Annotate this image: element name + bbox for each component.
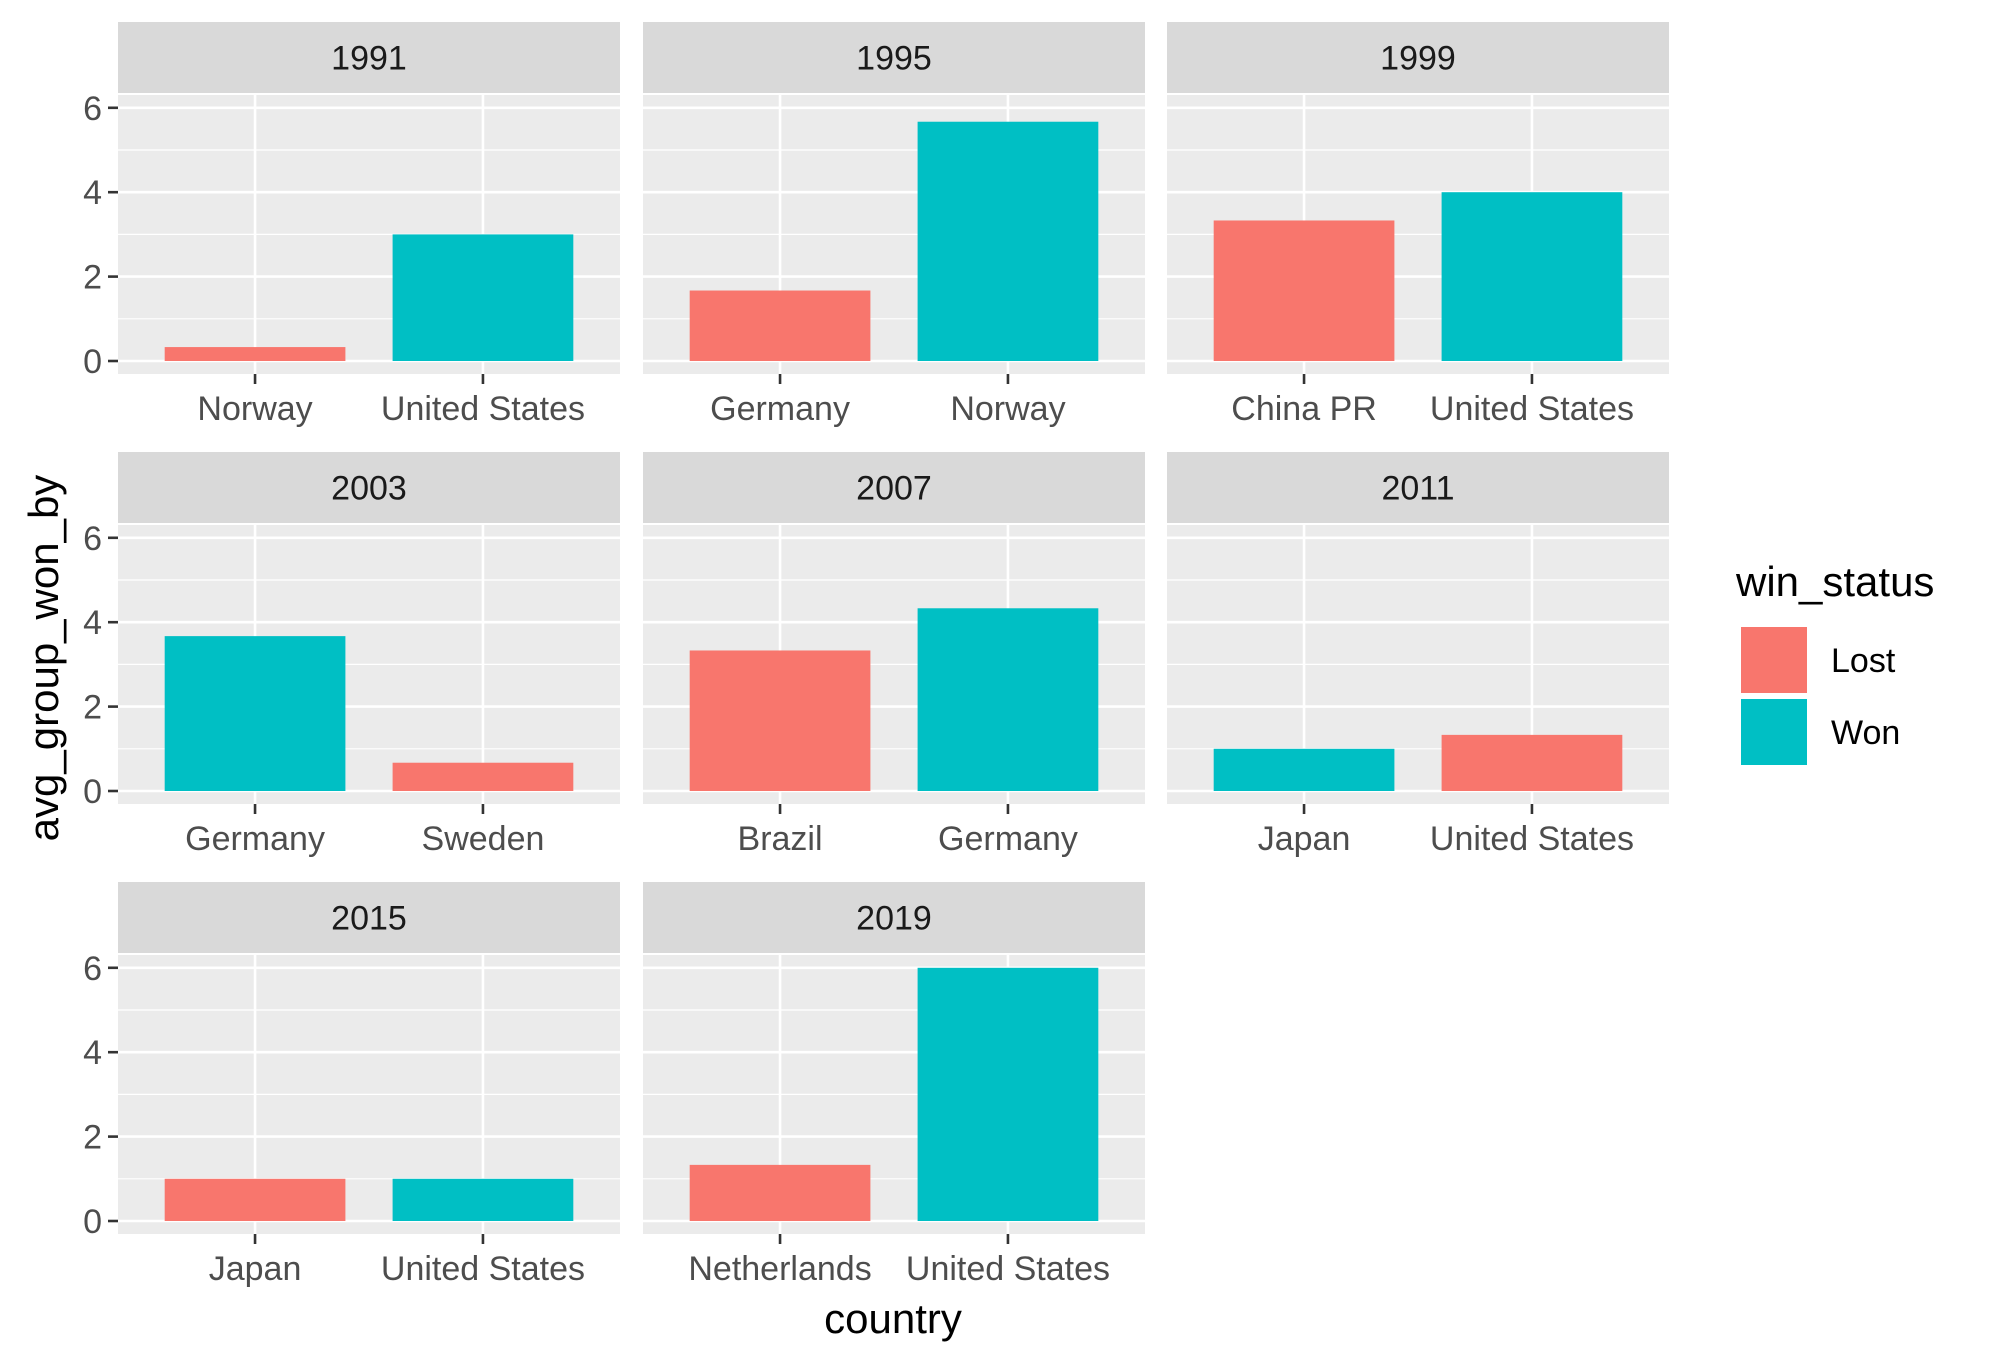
- facet-panel-2003: 2003 Germany Sweden 0 2 4 6: [83, 452, 620, 858]
- facet-strip: [1167, 452, 1669, 523]
- facet-label: 1991: [331, 40, 407, 78]
- x-tick-label: United States: [381, 390, 585, 428]
- bar-china-pr: [1213, 220, 1395, 361]
- facet-panel-1991: 1991 Norway United States 0 2 4 6: [83, 22, 620, 428]
- legend-title: win_status: [1735, 558, 1934, 605]
- facet-label: 1995: [856, 40, 932, 78]
- x-tick-label: Brazil: [738, 820, 823, 858]
- legend-label: Won: [1831, 714, 1900, 752]
- y-tick-label: 2: [83, 689, 102, 727]
- bar-united-states: [392, 234, 574, 361]
- bar-japan: [164, 1178, 346, 1221]
- facet-strip: [118, 22, 620, 93]
- x-axis-title: country: [824, 1295, 962, 1342]
- x-tick-label: United States: [1430, 390, 1634, 428]
- facet-strip: [118, 452, 620, 523]
- bar-united-states: [1441, 734, 1623, 791]
- bar-netherlands: [689, 1164, 871, 1221]
- y-tick-label: 0: [83, 1203, 102, 1241]
- facet-panel-1999: 1999 China PR United States: [1167, 22, 1669, 428]
- x-tick-label: Norway: [950, 390, 1065, 428]
- x-tick-label: Norway: [197, 390, 312, 428]
- y-tick-label: 2: [83, 259, 102, 297]
- x-tick-label: China PR: [1231, 390, 1377, 428]
- bar-brazil: [689, 650, 871, 791]
- x-tick-label: Germany: [938, 820, 1078, 858]
- y-axis-title: avg_group_won_by: [20, 475, 67, 842]
- bar-germany: [689, 290, 871, 361]
- facet-panel-1995: 1995 Germany Norway: [643, 22, 1145, 428]
- facet-strip: [643, 882, 1145, 953]
- facet-strip: [118, 882, 620, 953]
- facet-label: 2003: [331, 470, 407, 508]
- bar-united-states: [392, 1178, 574, 1221]
- legend-key-won: [1741, 699, 1807, 765]
- legend: win_status Lost Won: [1735, 558, 1934, 765]
- facet-strip: [1167, 22, 1669, 93]
- bar-united-states: [917, 967, 1099, 1221]
- facet-panel-2015: 2015 Japan United States 0 2 4 6: [83, 882, 620, 1288]
- y-tick-label: 2: [83, 1119, 102, 1157]
- bar-norway: [917, 121, 1099, 361]
- x-tick-label: United States: [906, 1250, 1110, 1288]
- facet-label: 2011: [1381, 470, 1454, 508]
- bar-sweden: [392, 762, 574, 791]
- y-tick-label: 0: [83, 773, 102, 811]
- facet-label: 2015: [331, 900, 407, 938]
- x-tick-label: United States: [381, 1250, 585, 1288]
- x-tick-label: Sweden: [422, 820, 545, 858]
- x-tick-label: United States: [1430, 820, 1634, 858]
- y-tick-label: 6: [83, 520, 102, 558]
- y-tick-label: 4: [83, 604, 102, 642]
- bar-germany: [917, 608, 1099, 791]
- facet-panel-2007: 2007 Brazil Germany: [643, 452, 1145, 858]
- y-tick-label: 6: [83, 950, 102, 988]
- legend-key-lost: [1741, 627, 1807, 693]
- facet-panel-2011: 2011 Japan United States: [1167, 452, 1669, 858]
- bar-japan: [1213, 748, 1395, 791]
- bar-norway: [164, 347, 346, 361]
- x-tick-label: Japan: [1258, 820, 1351, 858]
- x-tick-label: Netherlands: [688, 1250, 871, 1288]
- facet-label: 1999: [1380, 40, 1456, 78]
- x-tick-label: Germany: [710, 390, 850, 428]
- facet-strip: [643, 452, 1145, 523]
- y-tick-label: 4: [83, 1034, 102, 1072]
- y-tick-label: 4: [83, 174, 102, 212]
- x-tick-label: Japan: [209, 1250, 302, 1288]
- legend-label: Lost: [1831, 642, 1896, 680]
- y-tick-label: 6: [83, 90, 102, 128]
- facet-panel-2019: 2019 Netherlands United States: [643, 882, 1145, 1288]
- bar-united-states: [1441, 192, 1623, 361]
- bar-germany: [164, 636, 346, 791]
- y-tick-label: 0: [83, 343, 102, 381]
- facet-label: 2007: [856, 470, 932, 508]
- facet-label: 2019: [856, 900, 932, 938]
- facet-strip: [643, 22, 1145, 93]
- x-tick-label: Germany: [185, 820, 325, 858]
